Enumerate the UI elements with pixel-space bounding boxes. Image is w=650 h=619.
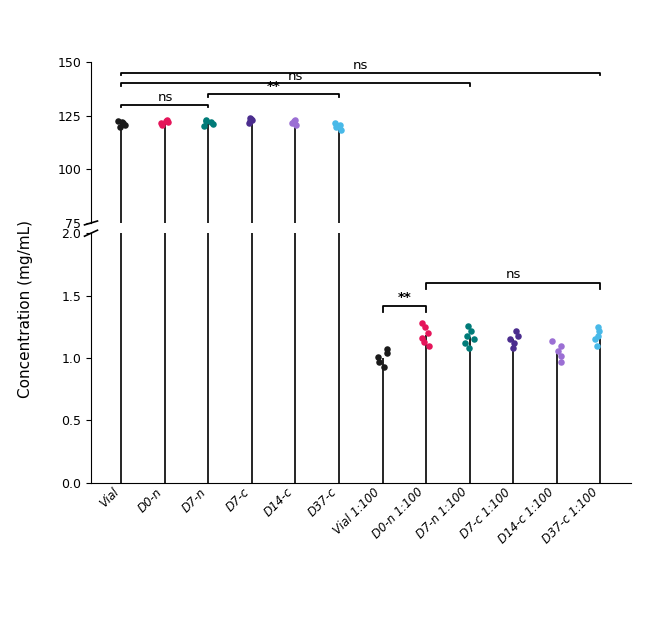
Point: [508, 338, 519, 348]
Point: [244, 118, 254, 128]
Point: [511, 326, 521, 335]
Point: [245, 113, 255, 123]
Point: [382, 344, 393, 354]
Point: [417, 318, 427, 328]
Point: [590, 334, 601, 344]
Point: [462, 331, 472, 340]
Point: [289, 117, 299, 127]
Point: [513, 331, 523, 340]
Point: [157, 120, 167, 130]
Point: [592, 340, 602, 350]
Point: [556, 340, 566, 350]
Point: [466, 326, 476, 335]
Point: [593, 326, 604, 335]
Point: [200, 115, 211, 125]
Text: ns: ns: [353, 59, 369, 72]
Point: [547, 335, 558, 345]
Text: **: **: [397, 291, 411, 304]
Point: [592, 322, 603, 332]
Point: [336, 124, 346, 134]
Point: [334, 121, 345, 131]
Point: [556, 357, 566, 366]
Point: [508, 343, 519, 353]
Point: [552, 345, 563, 355]
Point: [556, 350, 566, 360]
Point: [201, 116, 211, 126]
Point: [424, 340, 434, 350]
Point: [593, 331, 603, 340]
Point: [460, 338, 470, 348]
Point: [289, 116, 300, 126]
Point: [382, 348, 393, 358]
Point: [163, 117, 174, 127]
Point: [120, 120, 131, 130]
Point: [464, 343, 474, 353]
Point: [113, 116, 124, 126]
Point: [207, 119, 218, 129]
Point: [462, 321, 473, 331]
Point: [504, 334, 515, 344]
Point: [422, 328, 433, 338]
Point: [245, 116, 255, 126]
Point: [162, 115, 172, 125]
Point: [420, 322, 430, 332]
Point: [161, 116, 171, 126]
Point: [372, 352, 383, 361]
Point: [206, 117, 216, 127]
Point: [291, 120, 302, 130]
Point: [290, 115, 300, 125]
Text: ns: ns: [288, 69, 303, 82]
Text: ns: ns: [505, 268, 521, 281]
Text: Concentration (mg/mL): Concentration (mg/mL): [18, 220, 34, 399]
Point: [378, 361, 389, 371]
Point: [117, 117, 127, 127]
Point: [419, 337, 429, 347]
Point: [469, 334, 479, 344]
Point: [332, 123, 342, 132]
Point: [199, 121, 209, 131]
Point: [374, 357, 384, 366]
Point: [417, 333, 427, 343]
Point: [247, 115, 257, 125]
Point: [115, 123, 125, 132]
Text: **: **: [267, 80, 281, 93]
Point: [335, 120, 345, 130]
Point: [118, 118, 129, 128]
Point: [287, 118, 298, 128]
Text: ns: ns: [157, 91, 173, 104]
Point: [156, 118, 166, 128]
Point: [330, 118, 340, 128]
Point: [246, 114, 257, 124]
